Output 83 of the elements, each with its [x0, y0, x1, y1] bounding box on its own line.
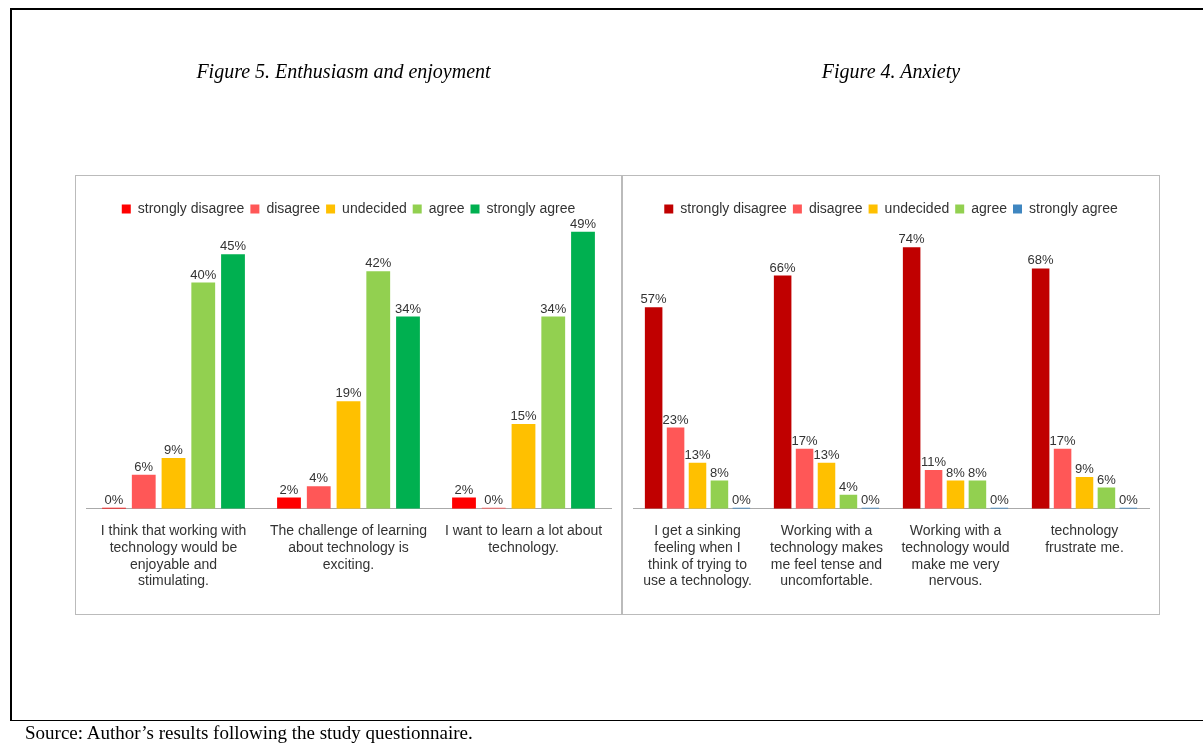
bar [396, 316, 420, 509]
chart-title: Figure 4. Anxiety [820, 60, 962, 85]
data-label: 74% [898, 231, 926, 247]
bar [946, 480, 965, 509]
data-label: 6% [134, 458, 154, 474]
bar [1031, 268, 1050, 509]
x-tick-label: I think that working with technology would be enjoyable and stimulating. [100, 522, 247, 589]
legend-label: strongly agree [486, 199, 576, 216]
data-label: 34% [540, 300, 567, 316]
bar [191, 282, 216, 509]
legend-label: strongly disagree [137, 199, 245, 216]
data-label: 68% [1027, 252, 1055, 268]
bar [1053, 448, 1072, 509]
bar [902, 247, 921, 509]
x-tick-label: Working with a technology would make me very nervous. [901, 522, 1010, 589]
data-label: 13% [813, 446, 840, 462]
bar [710, 480, 729, 509]
bar [336, 401, 361, 509]
bar [666, 427, 685, 509]
data-label: 0% [731, 491, 752, 507]
data-label: 11% [921, 453, 947, 469]
bar [277, 497, 301, 509]
data-label: 0% [484, 491, 504, 507]
bar [221, 254, 245, 509]
data-label: 34% [394, 300, 422, 316]
data-label: 8% [968, 464, 988, 480]
bar [131, 474, 156, 509]
data-label: 0% [989, 491, 1010, 507]
data-label: 9% [164, 441, 184, 457]
bar [541, 316, 566, 509]
data-label: 13% [684, 446, 711, 462]
bar [644, 307, 663, 509]
bar [773, 275, 792, 509]
bar [511, 423, 536, 509]
data-label: 9% [1075, 461, 1095, 477]
bar [1075, 476, 1094, 509]
chart-title: Figure 5. Enthusiasm and enjoyment [195, 60, 492, 85]
bar [161, 457, 186, 509]
data-label: 8% [946, 464, 966, 480]
legend-label: strongly agree [1029, 199, 1118, 216]
bar [571, 231, 595, 509]
data-label: 19% [335, 385, 362, 401]
legend-label: strongly disagree [680, 199, 788, 216]
data-label: 17% [791, 432, 819, 448]
data-label: 4% [839, 478, 859, 494]
data-label: 42% [365, 255, 392, 271]
bar [795, 448, 814, 509]
legend-label: undecided [342, 199, 407, 216]
data-label: 2% [454, 481, 474, 497]
x-tick-label: I get a sinking feeling when I think of trying to use a technology. [643, 522, 752, 589]
data-label: 17% [1049, 432, 1077, 448]
data-label: 6% [1097, 471, 1117, 487]
bar [1097, 487, 1116, 509]
x-tick-label: Working with a technology makes me feel tense and uncomfortable. [770, 522, 883, 589]
data-label: 45% [219, 238, 247, 254]
bar [452, 497, 476, 509]
bar [924, 469, 943, 509]
data-label: 8% [710, 464, 730, 480]
data-label: 0% [860, 491, 881, 507]
legend-label: disagree [266, 199, 321, 216]
bar [306, 486, 331, 509]
data-label: 0% [104, 491, 124, 507]
legend-label: agree [428, 199, 465, 216]
data-label: 49% [569, 215, 597, 231]
legend-label: disagree [808, 199, 863, 216]
data-label: 2% [279, 481, 299, 497]
legend-label: undecided [884, 199, 950, 216]
data-label: 4% [309, 470, 329, 486]
legend-label: agree [971, 199, 1008, 216]
data-label: 66% [769, 259, 797, 275]
data-label: 15% [510, 408, 537, 424]
data-label: 40% [190, 266, 217, 282]
source-note: Source: Author’s results following the study questionnaire. [25, 722, 473, 744]
bar [688, 462, 707, 509]
data-label: 0% [1118, 491, 1139, 507]
x-tick-label: The challenge of learning about technology is exciting. [269, 522, 428, 572]
bar [366, 271, 391, 509]
x-tick-label: I want to learn a lot about technology. [444, 522, 603, 555]
bar [968, 480, 987, 509]
x-tick-label: technology frustrate me. [1045, 522, 1124, 555]
bar [817, 462, 836, 509]
data-label: 57% [640, 291, 668, 307]
data-label: 23% [662, 411, 690, 427]
